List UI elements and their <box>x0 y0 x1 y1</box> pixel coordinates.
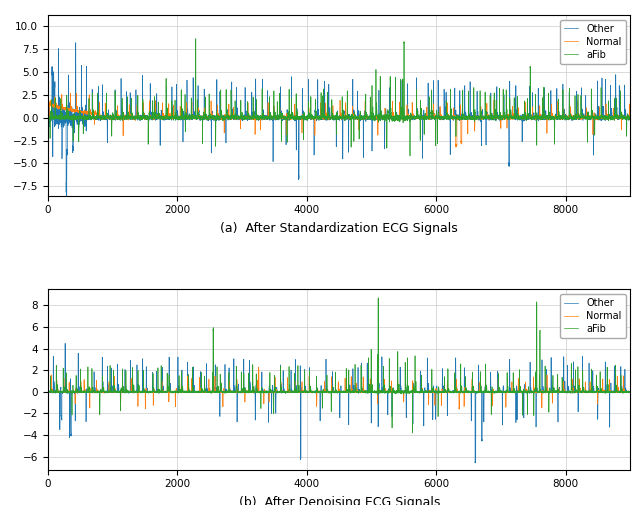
aFib <box>409 389 417 395</box>
aFib <box>192 36 200 42</box>
Normal <box>77 388 85 394</box>
Normal <box>409 378 417 384</box>
Other <box>72 40 79 46</box>
aFib <box>77 385 85 391</box>
Normal <box>504 114 511 120</box>
Normal <box>67 90 74 96</box>
Other <box>617 376 625 382</box>
aFib <box>617 113 625 119</box>
Line: aFib: aFib <box>48 39 630 156</box>
Other <box>504 114 511 120</box>
aFib <box>627 389 634 395</box>
Other <box>617 112 625 118</box>
aFib <box>504 386 511 392</box>
aFib <box>200 110 207 116</box>
Other <box>401 115 408 121</box>
aFib <box>406 153 414 159</box>
Other <box>77 389 85 395</box>
Normal <box>627 389 634 395</box>
aFib <box>617 389 625 395</box>
Normal <box>44 389 52 395</box>
Other <box>627 115 634 121</box>
Other <box>504 389 511 395</box>
Normal <box>504 389 511 395</box>
Other <box>472 460 479 466</box>
Normal <box>44 100 52 107</box>
X-axis label: (b)  After Denoising ECG Signals: (b) After Denoising ECG Signals <box>239 496 440 505</box>
Normal <box>200 115 207 121</box>
X-axis label: (a)  After Standardization ECG Signals: (a) After Standardization ECG Signals <box>220 222 458 235</box>
aFib <box>374 295 382 301</box>
aFib <box>409 113 417 119</box>
Line: Other: Other <box>48 43 630 197</box>
Other <box>200 388 207 394</box>
Normal <box>456 406 463 412</box>
aFib <box>44 116 52 122</box>
Other <box>61 340 69 346</box>
Normal <box>627 114 634 120</box>
Line: Other: Other <box>48 343 630 463</box>
Other <box>409 404 417 410</box>
Line: Normal: Normal <box>48 93 630 147</box>
Line: aFib: aFib <box>48 298 630 433</box>
Normal <box>401 389 408 395</box>
Other <box>77 77 85 83</box>
aFib <box>401 118 408 124</box>
Normal <box>200 389 207 395</box>
Line: Normal: Normal <box>48 367 630 409</box>
Other <box>200 115 207 121</box>
Normal <box>409 113 417 119</box>
Other <box>44 109 52 115</box>
Normal <box>77 109 85 115</box>
Legend: Other, Normal, aFib: Other, Normal, aFib <box>560 20 625 64</box>
Normal <box>401 114 408 120</box>
aFib <box>627 116 634 122</box>
Normal <box>255 364 262 370</box>
Legend: Other, Normal, aFib: Other, Normal, aFib <box>560 294 625 338</box>
Other <box>44 388 52 394</box>
Normal <box>452 144 460 150</box>
Other <box>627 388 634 394</box>
Other <box>63 194 70 200</box>
aFib <box>44 389 52 395</box>
aFib <box>409 430 417 436</box>
Other <box>409 114 417 120</box>
aFib <box>504 116 511 122</box>
Normal <box>617 389 625 395</box>
aFib <box>200 388 207 394</box>
Other <box>401 389 408 395</box>
Normal <box>617 115 625 121</box>
aFib <box>77 115 85 121</box>
aFib <box>401 389 408 395</box>
